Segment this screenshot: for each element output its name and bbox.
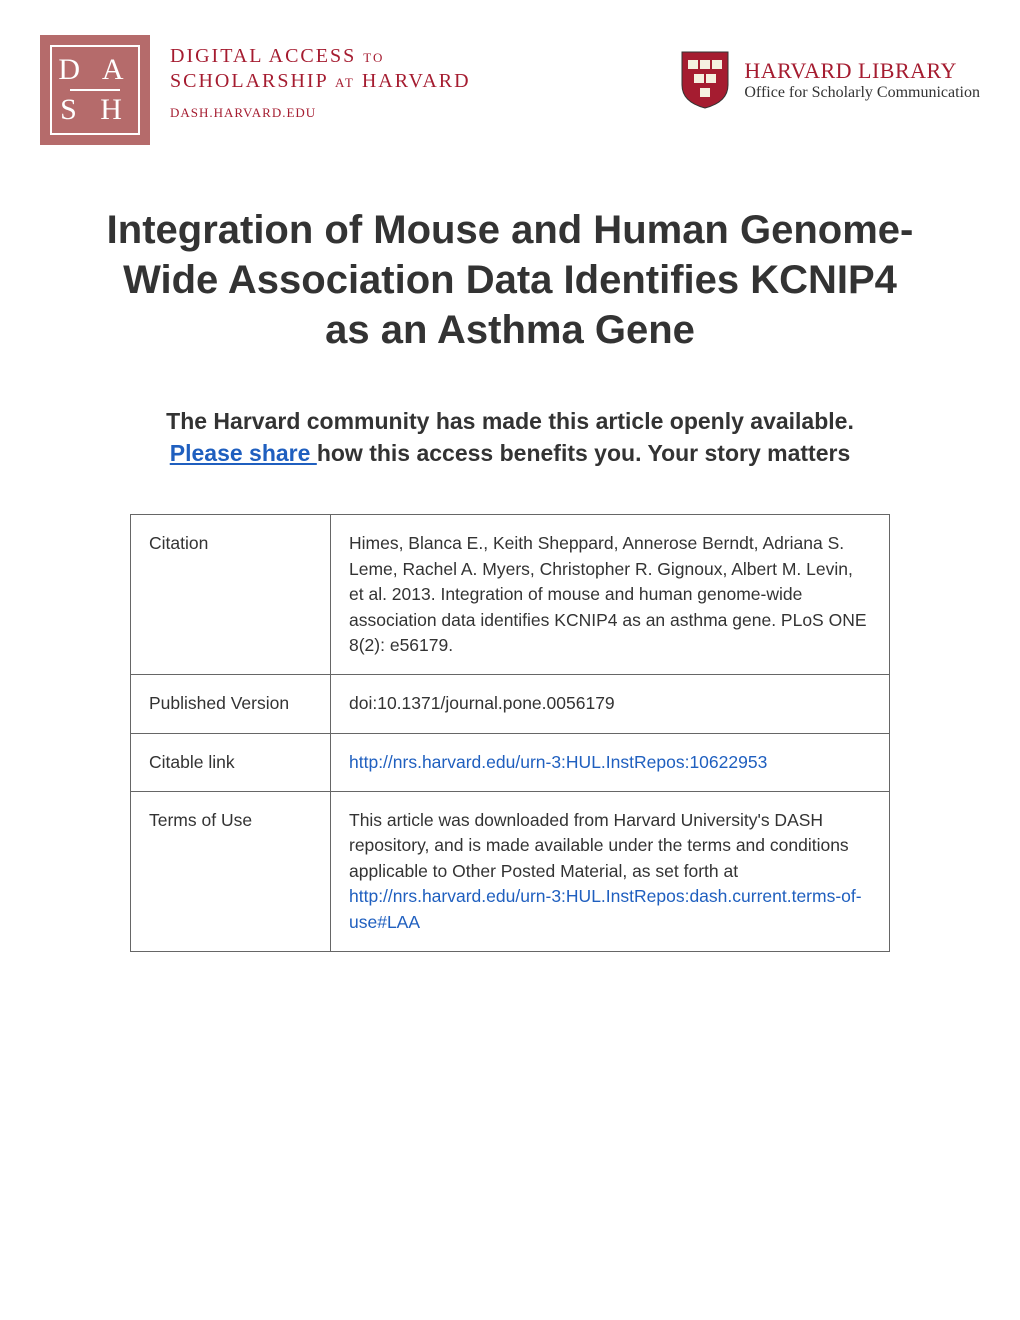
dash-url: DASH.HARVARD.EDU: [170, 105, 471, 121]
dash-logo-top: D A: [58, 55, 131, 85]
terms-value: This article was downloaded from Harvard…: [331, 792, 890, 952]
dash-title-1b: TO: [363, 50, 384, 65]
dash-text-block: DIGITAL ACCESS TO SCHOLARSHIP AT HARVARD…: [170, 35, 471, 121]
terms-link[interactable]: http://nrs.harvard.edu/urn-3:HUL.InstRep…: [349, 886, 862, 931]
article-subtitle: The Harvard community has made this arti…: [160, 405, 860, 469]
table-row: Terms of Use This article was downloaded…: [131, 792, 890, 952]
dash-title-line1: DIGITAL ACCESS TO: [170, 45, 471, 68]
harvard-office-label: Office for Scholarly Communication: [744, 84, 980, 102]
dash-title-2a: SCHOLARSHIP: [170, 70, 328, 92]
table-row: Published Version doi:10.1371/journal.po…: [131, 675, 890, 733]
page-header: D A S H DIGITAL ACCESS TO SCHOLARSHIP AT…: [40, 35, 980, 145]
dash-title-2c: HARVARD: [362, 70, 471, 92]
citation-label: Citation: [131, 515, 331, 675]
terms-label: Terms of Use: [131, 792, 331, 952]
table-row: Citation Himes, Blanca E., Keith Sheppar…: [131, 515, 890, 675]
citable-link-value: http://nrs.harvard.edu/urn-3:HUL.InstRep…: [331, 733, 890, 791]
table-row: Citable link http://nrs.harvard.edu/urn-…: [131, 733, 890, 791]
dash-title-1a: DIGITAL ACCESS: [170, 45, 356, 67]
dash-logo-divider: [70, 89, 120, 91]
harvard-text-block: HARVARD LIBRARY Office for Scholarly Com…: [744, 58, 980, 102]
harvard-shield-icon: [680, 50, 730, 110]
dash-title-line2: SCHOLARSHIP AT HARVARD: [170, 70, 471, 93]
subtitle-part2: how this access benefits you. Your story…: [317, 440, 850, 466]
metadata-table: Citation Himes, Blanca E., Keith Sheppar…: [130, 514, 890, 952]
published-version-value: doi:10.1371/journal.pone.0056179: [331, 675, 890, 733]
dash-logo: D A S H: [40, 35, 150, 145]
citable-link-label: Citable link: [131, 733, 331, 791]
citation-value: Himes, Blanca E., Keith Sheppard, Annero…: [331, 515, 890, 675]
article-title: Integration of Mouse and Human Genome-Wi…: [100, 205, 920, 355]
header-right: HARVARD LIBRARY Office for Scholarly Com…: [680, 35, 980, 110]
citable-link[interactable]: http://nrs.harvard.edu/urn-3:HUL.InstRep…: [349, 752, 767, 772]
subtitle-part1: The Harvard community has made this arti…: [166, 408, 854, 434]
dash-logo-inner: D A S H: [50, 45, 140, 135]
header-left: D A S H DIGITAL ACCESS TO SCHOLARSHIP AT…: [40, 35, 471, 145]
published-version-label: Published Version: [131, 675, 331, 733]
please-share-link[interactable]: Please share: [170, 440, 317, 466]
terms-prefix: This article was downloaded from Harvard…: [349, 810, 849, 881]
dash-title-2b: AT: [335, 75, 355, 90]
dash-logo-bottom: S H: [60, 95, 130, 125]
harvard-library-label: HARVARD LIBRARY: [744, 58, 980, 84]
